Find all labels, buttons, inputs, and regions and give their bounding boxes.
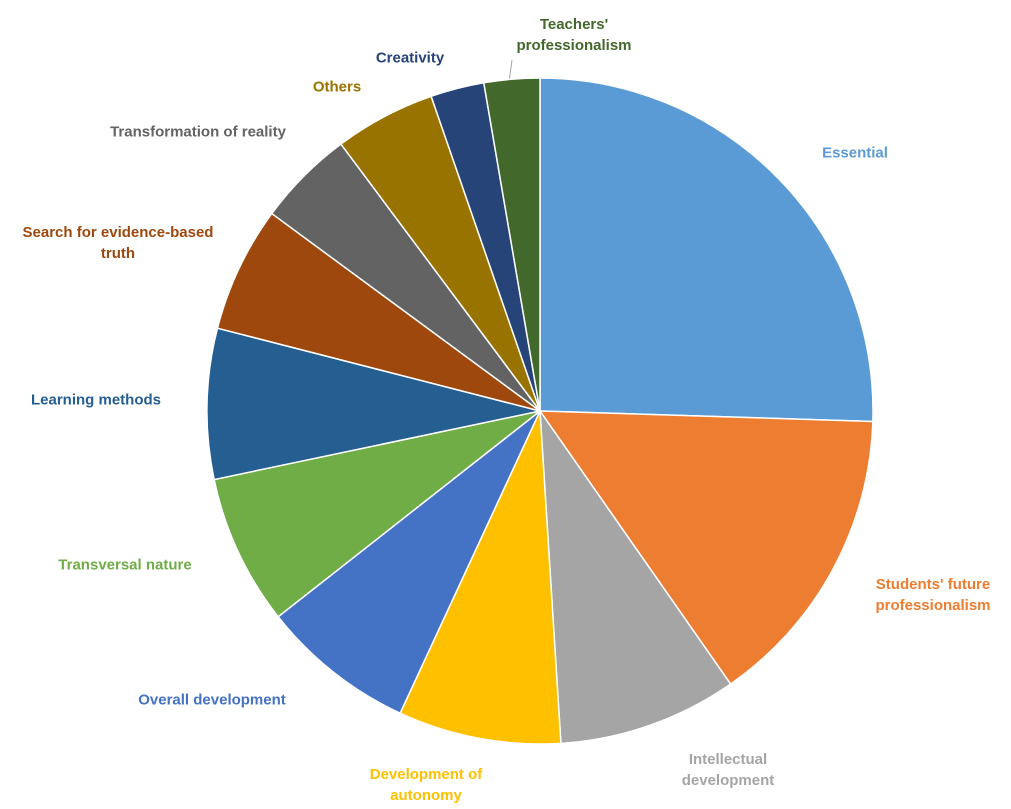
- pie-slice: [216, 212, 541, 412]
- pie-slice: [482, 77, 541, 412]
- slice-label: Essential: [822, 144, 888, 162]
- slice-label: Overall development: [138, 691, 286, 709]
- slice-label: Learning methods: [30, 391, 161, 409]
- pie-slice: [538, 410, 874, 686]
- slice-label: Others: [312, 78, 362, 96]
- slice-label: Intellectual development: [681, 751, 775, 789]
- slice-label: Creativity: [375, 49, 445, 67]
- pie-slice: [206, 327, 541, 481]
- pie-slice: [277, 410, 541, 715]
- slice-label: Development of autonomy: [369, 766, 483, 804]
- pie-slice: [539, 77, 874, 423]
- pie-slice: [539, 408, 732, 745]
- slice-label: Transformation of reality: [110, 123, 286, 141]
- slice-label: Teachers' professionalism: [516, 16, 632, 54]
- slice-label: Students' future professionalism: [875, 576, 991, 614]
- leader-line: [508, 59, 513, 83]
- pie-slice: [399, 410, 562, 745]
- slice-label: Transversal nature: [58, 556, 192, 574]
- slice-label: Search for evidence-based truth: [22, 224, 214, 262]
